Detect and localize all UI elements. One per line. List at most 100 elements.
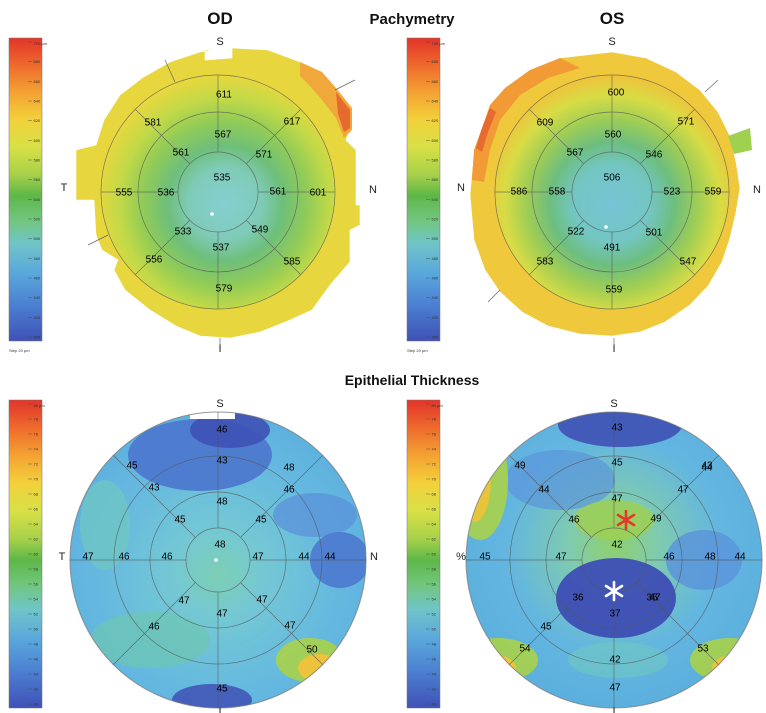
zone-value-epi_od: 47 [216,609,228,620]
zone-value-epi_od: 45 [255,515,267,526]
zone-value-pachy_od: 537 [213,243,230,254]
scale-tick-label: 680 [34,59,41,64]
scale-tick-label: 60 [34,552,39,557]
scale-tick-label: 500 [432,236,439,241]
zone-value-pachy_os: 609 [537,118,554,129]
zone-value-epi_os: 49 [514,461,526,472]
scale-tick-label: 460 [34,276,41,281]
pachy-od-dir-bottom: I [218,343,221,355]
zone-value-epi_os: 53 [697,644,709,655]
pachy-os-rim-tab [728,128,752,154]
scale-tick-label: 68 [432,492,437,497]
scale-tick-label: 600 [34,138,41,143]
zone-value-pachy_od: 549 [252,225,269,236]
pachy-od-red-edge [336,92,350,132]
scale-tick-label: 480 [432,256,439,261]
pachy-od-dir-top: S [216,36,223,48]
scale-tick-label: 68 [34,492,39,497]
scale-tick-label: 66 [432,507,437,512]
zone-value-epi_os: 46 [663,552,675,563]
scale-bar-pachy-os: 700 μm 680 660 640 620 600 580 560 540 520 500 480 4… [406,37,446,353]
epithelial-title: Epithelial Thickness [345,372,480,388]
os-title: OS [600,9,625,28]
zone-value-pachy_os: 559 [606,285,623,296]
zone-value-epi_od: 45 [174,515,186,526]
zone-value-pachy_os: 523 [664,187,681,198]
zone-value-epi_od: 47 [178,596,190,607]
zone-value-pachy_od: 601 [310,188,327,199]
zone-value-epi_os: 49 [650,514,662,525]
zone-value-pachy_os: 571 [678,117,695,128]
zone-value-pachy_od: 561 [173,148,190,159]
zone-value-epi_od: 50 [306,645,318,656]
zone-value-epi_os: 43 [701,461,713,472]
zone-value-epi_od: 44 [298,552,310,563]
scale-tick-label: 60 [432,552,437,557]
zone-value-epi_od: 48 [216,497,228,508]
scale-tick-label: 50 [432,627,437,632]
zone-value-epi_od: 47 [82,552,94,563]
white-asterisk-marker [604,580,624,602]
scale-tick-label: 660 [432,79,439,84]
pachy-od-dir-right: N [369,184,377,196]
zone-value-epi_od: 46 [161,552,173,563]
zone-value-epi_os: 54 [519,644,531,655]
zone-value-epi_os: 45 [479,552,491,563]
scale-tick-label: 42 [432,687,437,692]
zone-value-epi_os: 47 [649,593,661,604]
red-asterisk-marker [616,509,636,531]
zone-value-pachy_od: 536 [158,188,175,199]
scale-tick-label: 440 [432,295,439,300]
scale-tick-label: 600 [432,138,439,143]
zone-value-pachy_od: 585 [284,257,301,268]
scale-tick-label: 540 [34,197,41,202]
zone-value-pachy_os: 560 [605,130,622,141]
zone-value-pachy_od: 567 [215,130,232,141]
zone-value-pachy_od: 556 [146,255,163,266]
pachy-os-orange-edge [472,58,580,182]
zone-value-pachy_od: 561 [270,187,287,198]
zone-value-epi_os: 36 [572,593,584,604]
scale-tick-label: 72 [34,462,39,467]
scale-tick-label: 620 [34,118,41,123]
zone-value-epi_od: 43 [148,483,160,494]
zone-value-epi_od: 46 [118,552,130,563]
epi-os-dir-bottom: I [612,706,615,713]
zone-value-epi_os: 45 [540,622,552,633]
zone-value-pachy_os: 586 [511,187,528,198]
scale-tick-label: 560 [34,177,41,182]
scale-tick-label: 580 [432,158,439,163]
scale-tick-label: 480 [34,256,41,261]
scale-tick-label: 400 [432,335,439,340]
zone-value-pachy_od: 571 [256,150,273,161]
scale-tick-label: 520 [34,217,41,222]
pachy-os-dir-left: N [457,182,465,194]
zone-value-pachy_os: 491 [604,243,621,254]
zone-value-pachy_os: 501 [646,228,663,239]
epi-os-dir-top: S [610,398,617,410]
zone-value-epi_os: 43 [611,423,623,434]
scale-tick-label: 620 [432,118,439,123]
zone-value-epi_od: 47 [252,552,264,563]
zone-value-pachy_od: 535 [214,173,231,184]
scale-tick-label: 420 [432,315,439,320]
zone-value-epi_od: 47 [256,595,268,606]
scale-tick-label: 46 [432,657,437,662]
scale-tick-label: 62 [34,537,39,542]
od-title: OD [207,9,233,28]
scale-tick-label: 76 [34,432,39,437]
scale-tick-label: 500 [34,236,41,241]
scale-footer-pachy-os: Step 20 μm [407,348,428,353]
scale-tick-label: 420 [34,315,41,320]
scale-tick-label: 76 [432,432,437,437]
scale-tick-label: 520 [432,217,439,222]
zone-value-epi_od: 46 [148,622,160,633]
zone-value-epi_os: 44 [734,552,746,563]
scale-tick-label: 58 [34,567,39,572]
zone-value-pachy_os: 600 [608,88,625,99]
zone-value-pachy_od: 617 [284,117,301,128]
pachy-os-dir-top: S [608,36,615,48]
epi-od-dir-top: S [216,398,223,410]
scale-tick-label: 58 [432,567,437,572]
